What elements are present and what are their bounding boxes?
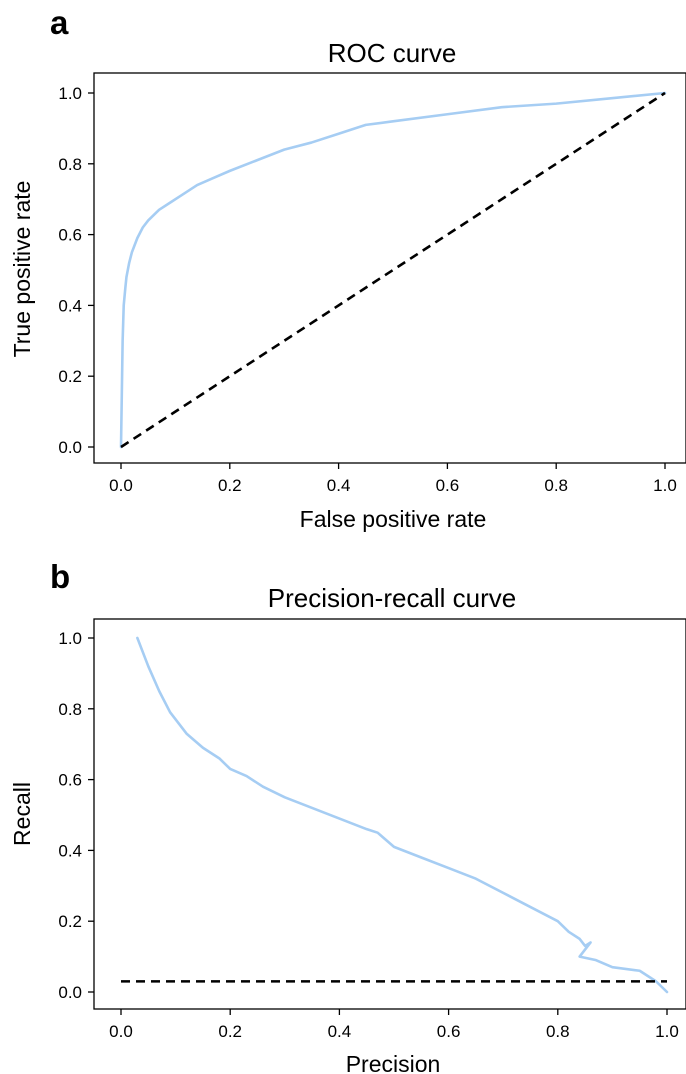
- pr-x-tick-label: 1.0: [655, 1022, 679, 1041]
- roc-y-tick-label: 0.2: [58, 367, 82, 386]
- roc-y-tick-label: 1.0: [58, 84, 82, 103]
- pr-tick-layer: 0.0 0.2 0.4 0.6 0.8 1.0 0.0 0.2 0.4 0.6 0.8 1.0: [58, 629, 678, 1041]
- roc-y-tick-label: 0.6: [58, 226, 82, 245]
- pr-y-tick-label: 0.4: [58, 841, 82, 860]
- roc-x-axis-label: False positive rate: [300, 506, 487, 532]
- roc-x-tick-label: 0.0: [109, 476, 133, 495]
- roc-x-tick-label: 0.8: [544, 476, 568, 495]
- roc-y-tick-label: 0.0: [58, 438, 82, 457]
- roc-x-tick-label: 0.4: [327, 476, 351, 495]
- roc-y-axis-label: True positive rate: [9, 181, 35, 358]
- pr-y-tick-label: 0.6: [58, 771, 82, 790]
- pr-curve-line: [136, 636, 669, 994]
- roc-y-tick-label: 0.8: [58, 155, 82, 174]
- pr-x-tick-label: 0.4: [328, 1022, 352, 1041]
- pr-y-axis-label: Recall: [9, 782, 35, 846]
- pr-panel: b Precision-recall curve 0.0 0.2 0.4 0.6 0.8…: [9, 558, 686, 1074]
- pr-y-tick-label: 0.2: [58, 912, 82, 931]
- pr-y-tick-label: 0.0: [58, 983, 82, 1002]
- roc-tick-layer: 0.0 0.2 0.4 0.6 0.8 1.0 0.0 0.2 0.4 0.6 0.8 1.0: [58, 84, 676, 495]
- roc-chart-title: ROC curve: [328, 38, 457, 68]
- pr-y-tick-label: 1.0: [58, 629, 82, 648]
- roc-plot-frame: [93, 72, 686, 464]
- roc-x-tick-label: 0.6: [436, 476, 460, 495]
- roc-x-tick-label: 1.0: [653, 476, 677, 495]
- roc-x-tick-label: 0.2: [218, 476, 242, 495]
- pr-x-axis-label: Precision: [346, 1051, 441, 1074]
- pr-x-tick-label: 0.2: [218, 1022, 242, 1041]
- pr-y-tick-label: 0.8: [58, 700, 82, 719]
- pr-x-tick-label: 0.0: [109, 1022, 133, 1041]
- pr-series-layer: [121, 636, 669, 994]
- roc-y-tick-label: 0.4: [58, 296, 82, 315]
- roc-curve-line: [119, 91, 667, 449]
- roc-series-layer: [119, 91, 667, 449]
- panel-letter-b: b: [50, 558, 70, 595]
- roc-panel: a ROC curve 0.0 0.2 0.4 0.6 0.8 1.00.00.20.40…: [9, 4, 686, 532]
- panel-letter-a: a: [50, 4, 69, 41]
- roc-baseline-line: [120, 91, 666, 449]
- pr-x-tick-label: 0.8: [546, 1022, 570, 1041]
- pr-x-tick-label: 0.6: [437, 1022, 461, 1041]
- pr-chart-title: Precision-recall curve: [268, 583, 517, 613]
- pr-plot-frame: [93, 618, 686, 1010]
